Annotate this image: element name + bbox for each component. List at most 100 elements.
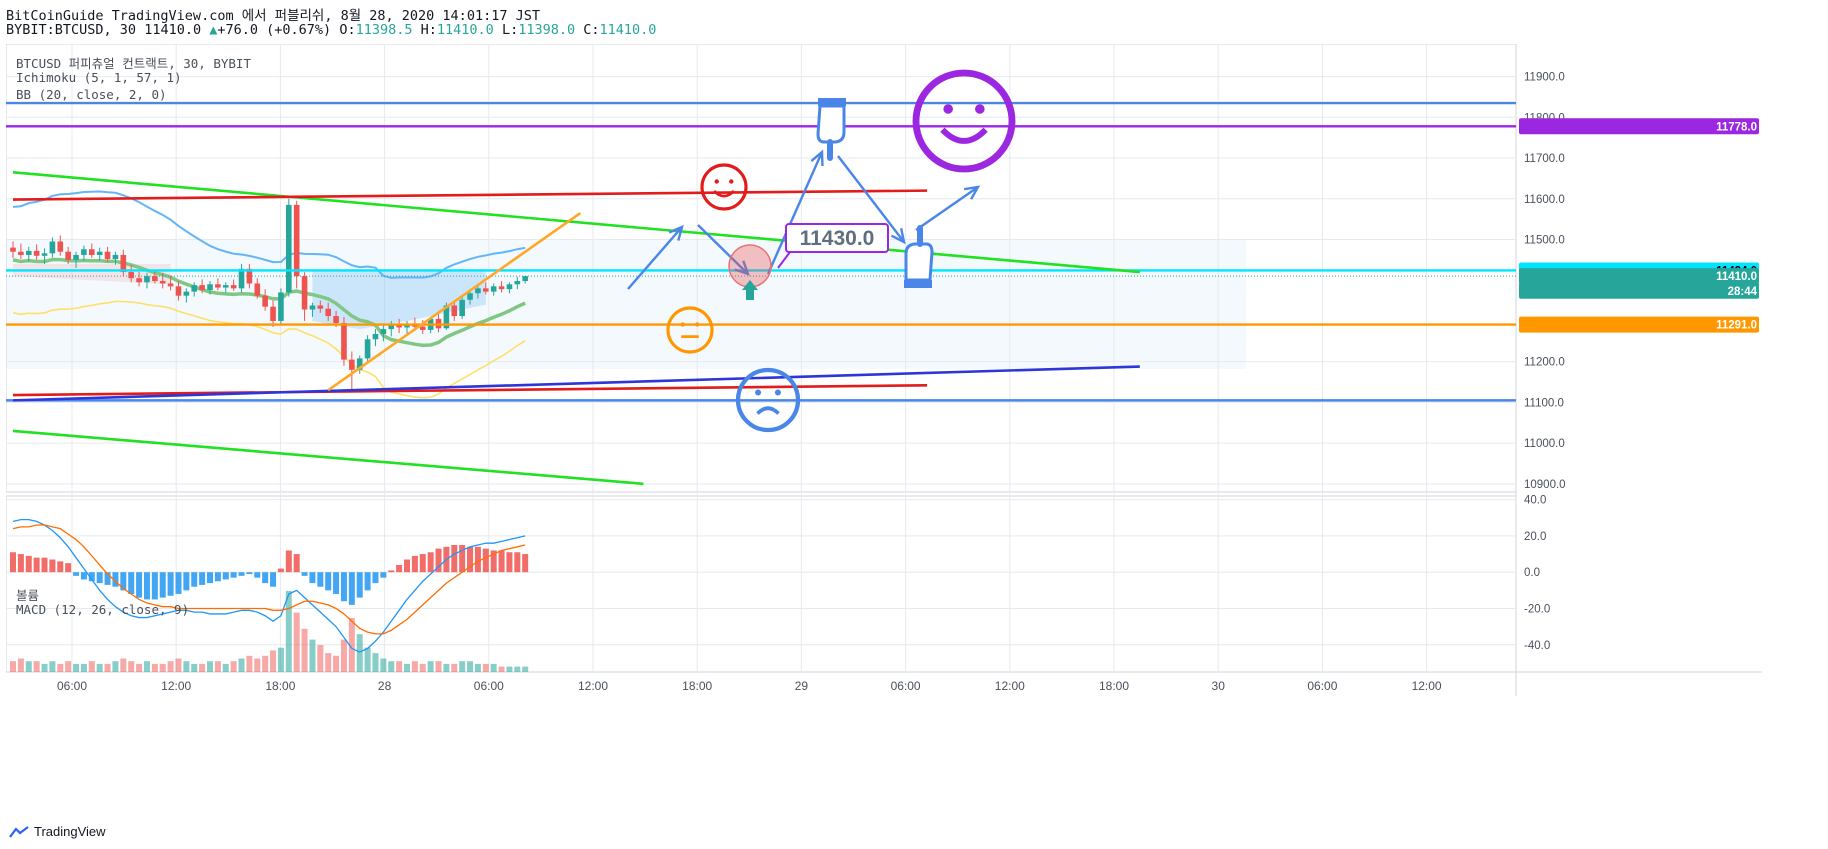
candle-body	[301, 276, 308, 310]
macd-histogram-bar	[151, 572, 158, 600]
volume-bar	[10, 661, 16, 672]
arrow-head-icon	[734, 260, 750, 276]
candle-body	[159, 281, 166, 284]
volume-bar	[301, 628, 308, 672]
volume-bar	[364, 647, 371, 672]
price-chart[interactable]: 06:00 12:00 18:00 28 06:00 12:00 18:00 29 06:00 1…	[6, 44, 1762, 810]
volume-bar	[498, 666, 505, 672]
candle-body	[262, 295, 268, 307]
volume-bar	[372, 653, 379, 672]
macd-histogram-bar	[80, 572, 87, 580]
volume-bar	[222, 663, 229, 672]
legend-macd[interactable]: MACD (12, 26, close, 9)	[16, 602, 190, 617]
candle-body	[341, 322, 347, 360]
eye-icon	[755, 389, 762, 396]
arrow-head-icon	[963, 185, 981, 200]
volume-bar	[467, 661, 474, 672]
volume-bar	[459, 661, 466, 672]
worried-face-icon	[735, 367, 801, 433]
legend-volume[interactable]: 볼륨	[16, 588, 40, 603]
trend-line[interactable]	[327, 211, 582, 392]
price-badge-bg	[1519, 118, 1759, 135]
candle-body	[238, 268, 245, 289]
chart-frame[interactable]: 06:00 12:00 18:00 28 06:00 12:00 18:00 29 06:00 1…	[6, 44, 1762, 810]
trend-line[interactable]	[12, 429, 644, 486]
volume-bar	[506, 666, 513, 672]
time-tick-label: 18:00	[682, 679, 712, 693]
time-tick-label: 12:00	[161, 679, 191, 693]
macd-histogram-bar	[238, 572, 245, 576]
volume-bar	[325, 653, 332, 672]
candle-body	[506, 284, 513, 290]
macd-histogram-bar	[230, 572, 237, 578]
candle-body	[317, 305, 324, 309]
big-happy-face-icon	[912, 69, 1016, 173]
close-label: C:	[583, 22, 600, 38]
time-tick-label: 18:00	[1099, 679, 1129, 693]
macd-tick-label: 40.0	[1524, 495, 1546, 507]
candle-body	[152, 276, 158, 282]
candle-body	[483, 288, 489, 292]
macd-histogram-bar	[285, 550, 292, 573]
candle-body	[522, 276, 528, 282]
pointing-hand-up-icon	[904, 225, 934, 288]
trend-line[interactable]	[12, 365, 1140, 402]
time-tick-label: 12:00	[995, 679, 1025, 693]
price-tick-label: 11000.0	[1524, 438, 1565, 450]
eye-icon	[943, 104, 953, 114]
macd-histogram-bar	[254, 572, 261, 578]
volume-bar	[112, 661, 119, 672]
volume-bar	[183, 661, 190, 672]
macd-histogram-bar	[222, 572, 229, 580]
macd-histogram-bar	[96, 572, 103, 584]
scenario-arrow-line	[697, 224, 749, 275]
price-change: +76.0 (+0.67%)	[217, 22, 332, 38]
bollinger-upper-band	[12, 190, 526, 279]
candle-body	[57, 241, 64, 252]
legend-bb[interactable]: BB (20, close, 2, 0)	[16, 87, 167, 102]
price-badge-bg	[1519, 316, 1759, 333]
volume-bar	[427, 661, 434, 672]
volume-bar	[474, 663, 481, 672]
volume-bar	[57, 663, 64, 672]
volume-bar	[41, 663, 48, 672]
eye-icon	[714, 179, 719, 184]
range-shade	[6, 239, 1246, 369]
macd-tick-label: -40.0	[1524, 640, 1550, 652]
time-tick-label: 06:00	[57, 679, 87, 693]
trend-line[interactable]	[12, 383, 928, 397]
scenario-arrow-line	[837, 155, 905, 243]
volume-bar	[65, 661, 72, 672]
candle-body	[349, 359, 355, 370]
macd-histogram-bar	[372, 572, 379, 584]
candle-body	[325, 308, 331, 317]
legend-ichimoku[interactable]: Ichimoku (5, 1, 57, 1)	[16, 70, 182, 85]
low-value: 11398.0	[518, 22, 576, 38]
last-price: 11410.0	[144, 22, 202, 38]
mouth-icon	[756, 406, 780, 415]
candle-body	[104, 251, 111, 260]
volume-bar	[309, 639, 316, 672]
macd-histogram-bar	[128, 572, 135, 594]
trend-line[interactable]	[12, 170, 1140, 274]
volume-bar	[120, 658, 127, 672]
volume-bar	[73, 663, 80, 672]
candle-body	[222, 285, 229, 288]
macd-histogram-bar	[246, 572, 253, 575]
volume-bar	[270, 650, 277, 672]
volume-bar	[151, 663, 158, 672]
eye-icon	[975, 104, 985, 114]
volume-bar	[451, 663, 458, 672]
volume-bar	[514, 666, 521, 672]
volume-bar	[214, 661, 221, 672]
candle-body	[96, 251, 103, 255]
bollinger-basis-line	[12, 257, 526, 348]
macd-histogram-bar	[364, 572, 371, 591]
high-value: 11410.0	[436, 22, 494, 38]
candle-body	[467, 293, 473, 300]
macd-tick-label: 0.0	[1524, 567, 1540, 579]
tradingview-logo[interactable]: TradingView	[8, 824, 106, 839]
candle-body	[356, 358, 363, 370]
volume-bar	[25, 661, 32, 672]
trend-line[interactable]	[12, 189, 928, 201]
